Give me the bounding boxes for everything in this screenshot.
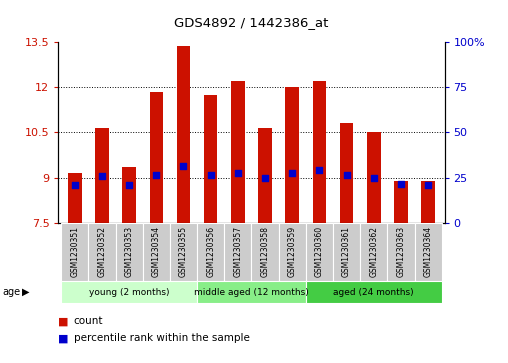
Text: young (2 months): young (2 months): [89, 288, 169, 297]
Bar: [415, 223, 442, 281]
Text: GSM1230362: GSM1230362: [369, 226, 378, 277]
Bar: [68, 173, 81, 223]
Bar: [422, 181, 435, 223]
Text: GSM1230353: GSM1230353: [124, 226, 134, 277]
Point: [234, 170, 242, 176]
Bar: [61, 223, 88, 281]
Text: GSM1230359: GSM1230359: [288, 226, 297, 277]
Point: [179, 163, 187, 169]
Point: [207, 172, 215, 178]
Bar: [312, 81, 326, 223]
Bar: [149, 92, 163, 223]
Point: [125, 183, 133, 188]
Point: [98, 174, 106, 179]
Text: count: count: [74, 316, 103, 326]
Bar: [197, 223, 224, 281]
Bar: [388, 223, 415, 281]
Bar: [231, 81, 245, 223]
Point: [261, 175, 269, 181]
Bar: [224, 223, 251, 281]
Bar: [394, 181, 408, 223]
Bar: [251, 223, 279, 281]
Bar: [279, 223, 306, 281]
Bar: [340, 123, 354, 223]
Text: GSM1230356: GSM1230356: [206, 226, 215, 277]
Bar: [197, 281, 306, 303]
Text: ■: ■: [58, 333, 69, 343]
Bar: [367, 132, 380, 223]
Bar: [306, 281, 442, 303]
Text: GSM1230364: GSM1230364: [424, 226, 433, 277]
Point: [152, 172, 161, 178]
Bar: [204, 95, 217, 223]
Point: [397, 181, 405, 187]
Text: percentile rank within the sample: percentile rank within the sample: [74, 333, 249, 343]
Point: [370, 175, 378, 181]
Text: GSM1230352: GSM1230352: [98, 226, 106, 277]
Bar: [306, 223, 333, 281]
Bar: [61, 281, 197, 303]
Bar: [333, 223, 360, 281]
Text: GDS4892 / 1442386_at: GDS4892 / 1442386_at: [174, 16, 329, 29]
Text: middle aged (12 months): middle aged (12 months): [194, 288, 309, 297]
Bar: [122, 167, 136, 223]
Bar: [115, 223, 143, 281]
Text: GSM1230363: GSM1230363: [397, 226, 405, 277]
Text: ▶: ▶: [22, 287, 29, 297]
Bar: [95, 128, 109, 223]
Text: age: age: [3, 287, 21, 297]
Bar: [360, 223, 388, 281]
Bar: [258, 128, 272, 223]
Text: ■: ■: [58, 316, 69, 326]
Bar: [143, 223, 170, 281]
Text: GSM1230360: GSM1230360: [315, 226, 324, 277]
Text: GSM1230355: GSM1230355: [179, 226, 188, 277]
Text: GSM1230351: GSM1230351: [70, 226, 79, 277]
Bar: [285, 87, 299, 223]
Point: [424, 183, 432, 188]
Text: GSM1230354: GSM1230354: [152, 226, 161, 277]
Bar: [170, 223, 197, 281]
Bar: [88, 223, 115, 281]
Point: [71, 183, 79, 188]
Bar: [177, 46, 190, 223]
Text: GSM1230358: GSM1230358: [261, 226, 270, 277]
Text: GSM1230357: GSM1230357: [233, 226, 242, 277]
Text: GSM1230361: GSM1230361: [342, 226, 351, 277]
Point: [342, 172, 351, 178]
Text: aged (24 months): aged (24 months): [333, 288, 414, 297]
Point: [315, 167, 324, 173]
Point: [288, 170, 296, 176]
